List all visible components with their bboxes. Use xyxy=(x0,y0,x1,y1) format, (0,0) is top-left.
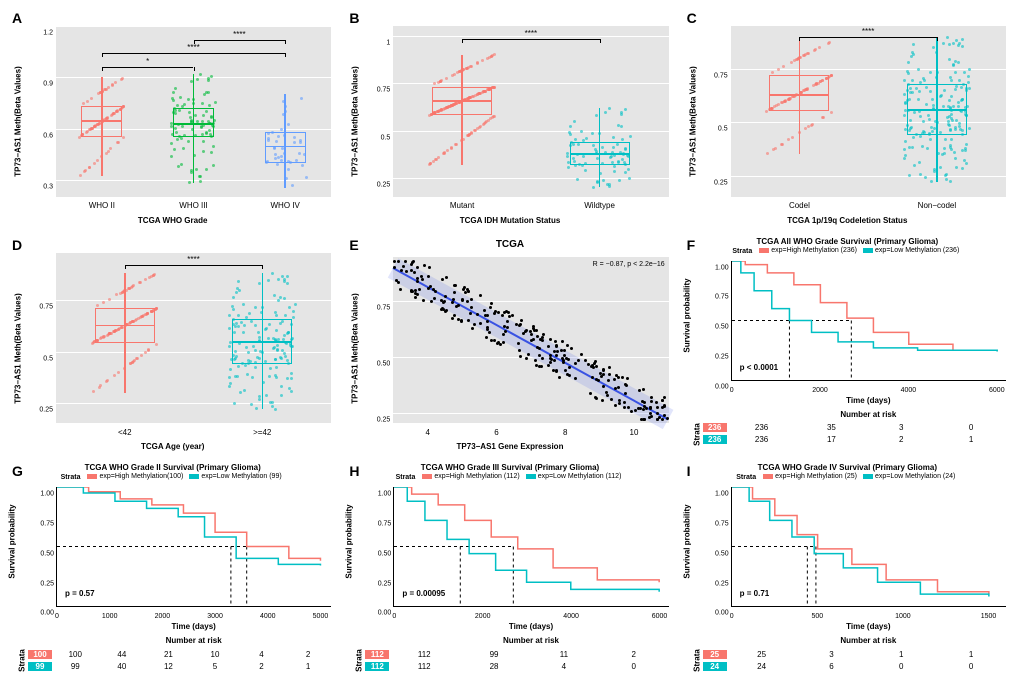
x-axis-label: TCGA 1p/19q Codeletion Status xyxy=(683,216,1012,225)
legend: Strataexp=High Methylation(100)exp=Low M… xyxy=(8,473,337,481)
legend: Strataexp=High Methylation (25)exp=Low M… xyxy=(683,473,1012,481)
y-axis-label: Survival probability xyxy=(345,505,354,579)
survival-curve xyxy=(732,487,989,596)
risk-table-title: Number at risk xyxy=(731,636,1006,645)
survival-curve xyxy=(57,487,320,561)
panel-A: A 0.30.60.91.2WHO IIWHO IIIWHO IV********… xyxy=(8,8,337,227)
risk-table: 112112991121121122840 xyxy=(393,648,668,672)
p-value: p = 0.00095 xyxy=(402,589,445,598)
panel-E: ETCGA0.250.500.7546810R = −0.87, p < 2.2… xyxy=(345,235,674,454)
panel-D: D 0.250.50.75<42>=42**** TCGA Age (year) TP… xyxy=(8,235,337,454)
y-axis-label: Survival probability xyxy=(8,505,17,579)
panel-G: GTCGA WHO Grade II Survival (Primary Gli… xyxy=(8,461,337,680)
y-axis-label: TP73−AS1 Meth(Beta Values) xyxy=(351,293,360,403)
x-tick-label: WHO III xyxy=(179,201,207,210)
chart-title: TCGA WHO Grade II Survival (Primary Glio… xyxy=(8,463,337,472)
p-value: p = 0.71 xyxy=(740,589,770,598)
x-tick-label: Codel xyxy=(789,201,810,210)
figure-grid: A 0.30.60.91.2WHO IIWHO IIIWHO IV********… xyxy=(8,8,1012,680)
survival-plot: 0.000.250.500.751.0001000200030004000500… xyxy=(56,487,331,607)
risk-table-title: Number at risk xyxy=(56,636,331,645)
x-axis-label: TCGA IDH Mutation Status xyxy=(345,216,674,225)
risk-table: 23623635302362361721 xyxy=(731,422,1006,446)
p-value: p = 0.57 xyxy=(65,589,95,598)
chart-title: TCGA WHO Grade IV Survival (Primary Glio… xyxy=(683,463,1012,472)
x-axis-label: TP73−AS1 Gene Expression xyxy=(345,442,674,451)
x-axis-label: Time (days) xyxy=(731,622,1006,631)
y-axis-label: TP73−AS1 Meth(Beta Values) xyxy=(351,67,360,177)
panel-B: B 0.250.50.751MutantWildtype**** TCGA IDH … xyxy=(345,8,674,227)
survival-curve xyxy=(732,261,997,351)
survival-curve xyxy=(57,487,320,566)
y-axis-label: Survival probability xyxy=(682,278,691,352)
x-tick-label: <42 xyxy=(118,428,132,437)
panel-label: C xyxy=(687,10,697,26)
risk-table: 1001004421104299994012521 xyxy=(56,648,331,672)
x-axis-label: TCGA WHO Grade xyxy=(8,216,337,225)
x-tick-label: Wildtype xyxy=(584,201,615,210)
x-axis-label: Time (days) xyxy=(56,622,331,631)
x-tick-label: >=42 xyxy=(253,428,271,437)
chart-title: TCGA WHO Grade III Survival (Primary Gli… xyxy=(345,463,674,472)
y-axis-label: Survival probability xyxy=(682,505,691,579)
x-tick-label: WHO II xyxy=(89,201,115,210)
survival-plot: 0.000.250.500.751.000200040006000p = 0.0… xyxy=(393,487,668,607)
survival-plot: 0.000.250.500.751.00050010001500p = 0.71 xyxy=(731,487,1006,607)
y-axis-label: TP73−AS1 Meth(Beta Values) xyxy=(14,293,23,403)
risk-table-title: Number at risk xyxy=(731,410,1006,419)
x-tick-label: Mutant xyxy=(450,201,474,210)
x-tick-label: Non−codel xyxy=(918,201,956,210)
panel-label: D xyxy=(12,237,22,253)
survival-curve xyxy=(732,487,989,594)
y-axis-label: TP73−AS1 Meth(Beta Values) xyxy=(688,67,697,177)
x-axis-label: Time (days) xyxy=(731,396,1006,405)
legend: Strataexp=High Methylation (112)exp=Low … xyxy=(345,473,674,481)
x-tick-label: WHO IV xyxy=(270,201,299,210)
survival-plot: 0.000.250.500.751.000200040006000p < 0.0… xyxy=(731,261,1006,381)
panel-C: C 0.250.50.75CodelNon−codel**** TCGA 1p/19… xyxy=(683,8,1012,227)
plot-area: 0.250.50.75CodelNon−codel**** xyxy=(731,26,1006,197)
correlation-annotation: R = −0.87, p < 2.2e−16 xyxy=(593,261,665,268)
risk-table: 25253112424600 xyxy=(731,648,1006,672)
panel-F: FTCGA All WHO Grade Survival (Primary Gl… xyxy=(683,235,1012,454)
panel-label: A xyxy=(12,10,22,26)
y-axis-label: TP73−AS1 Meth(Beta Values) xyxy=(14,67,23,177)
chart-title: TCGA xyxy=(345,239,674,250)
chart-title: TCGA All WHO Grade Survival (Primary Gli… xyxy=(683,237,1012,246)
risk-table-title: Number at risk xyxy=(393,636,668,645)
x-axis-label: Time (days) xyxy=(393,622,668,631)
legend: Strataexp=High Methylation (236)exp=Low … xyxy=(683,247,1012,255)
plot-area: 0.30.60.91.2WHO IIWHO IIIWHO IV********* xyxy=(56,26,331,197)
p-value: p < 0.0001 xyxy=(740,363,778,372)
panel-label: B xyxy=(349,10,359,26)
plot-area: 0.250.50.75<42>=42**** xyxy=(56,253,331,424)
x-axis-label: TCGA Age (year) xyxy=(8,442,337,451)
panel-I: ITCGA WHO Grade IV Survival (Primary Gli… xyxy=(683,461,1012,680)
panel-H: HTCGA WHO Grade III Survival (Primary Gl… xyxy=(345,461,674,680)
survival-curve xyxy=(394,487,659,582)
plot-area: 0.250.50.751MutantWildtype**** xyxy=(393,26,668,197)
plot-area: 0.250.500.7546810R = −0.87, p < 2.2e−16 xyxy=(393,257,668,424)
survival-curve xyxy=(394,487,659,592)
